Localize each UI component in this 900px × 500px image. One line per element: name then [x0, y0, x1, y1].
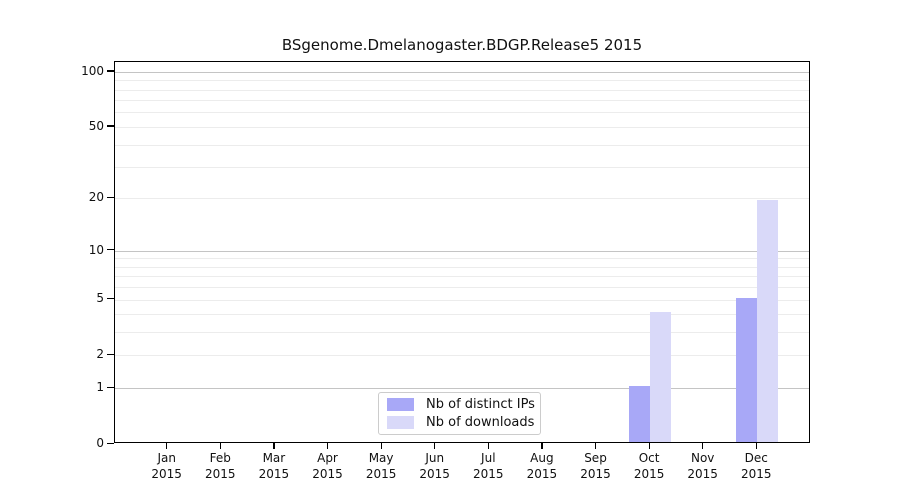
y-axis-tick — [107, 196, 114, 199]
legend-item-downloads: Nb of downloads — [387, 414, 535, 430]
chart-title: BSgenome.Dmelanogaster.BDGP.Release5 201… — [281, 36, 643, 54]
minor-gridline — [115, 332, 809, 334]
y-tick-label: 5 — [96, 291, 104, 306]
legend-item-distinct-ips: Nb of distinct IPs — [387, 397, 535, 413]
y-tick-label: 1 — [96, 380, 104, 395]
legend-swatch-downloads — [387, 415, 414, 429]
x-axis-tick — [327, 443, 329, 449]
minor-gridline — [115, 198, 809, 200]
y-axis-tick — [107, 442, 114, 444]
bar-nb-of-downloads-dec-2015 — [757, 200, 779, 442]
x-tick-label: Nov 2015 — [687, 451, 718, 481]
y-axis-tick — [107, 70, 114, 72]
x-axis-tick — [541, 443, 543, 449]
major-gridline — [115, 71, 809, 73]
x-tick-label: Jan 2015 — [151, 451, 182, 481]
minor-gridline — [115, 89, 809, 91]
x-tick-label: Oct 2015 — [633, 451, 665, 481]
x-tick-label: Aug 2015 — [526, 451, 558, 481]
minor-gridline — [115, 314, 809, 316]
legend: Nb of distinct IPs Nb of downloads — [378, 392, 541, 435]
x-tick-label: May 2015 — [365, 451, 397, 481]
minor-gridline — [115, 258, 809, 260]
minor-gridline — [115, 112, 809, 114]
y-axis-tick — [107, 353, 114, 356]
legend-swatch-distinct-ips — [387, 398, 414, 412]
x-axis-tick — [380, 443, 382, 449]
minor-gridline — [115, 100, 809, 102]
minor-gridline — [115, 167, 809, 168]
x-axis-tick — [219, 443, 222, 449]
minor-gridline — [115, 144, 809, 146]
y-axis-tick — [107, 386, 114, 388]
bar-nb-of-distinct-ips-dec-2015 — [736, 297, 758, 442]
minor-gridline — [115, 126, 809, 128]
x-tick-label: Mar 2015 — [258, 451, 290, 481]
x-axis-tick — [595, 443, 597, 449]
y-tick-label: 50 — [88, 118, 104, 133]
x-axis-tick — [434, 443, 436, 449]
bar-nb-of-distinct-ips-oct-2015 — [629, 386, 651, 442]
y-tick-label: 2 — [96, 347, 104, 362]
legend-label-downloads: Nb of downloads — [426, 414, 535, 430]
minor-gridline — [115, 276, 809, 278]
y-axis-tick — [107, 297, 114, 300]
y-tick-label: 0 — [96, 436, 104, 450]
x-axis-tick — [487, 443, 490, 449]
x-tick-label: Dec 2015 — [741, 451, 772, 481]
minor-gridline — [115, 287, 809, 289]
bar-nb-of-downloads-oct-2015 — [650, 312, 672, 442]
x-axis-tick — [166, 443, 168, 449]
minor-gridline — [115, 266, 809, 268]
major-gridline — [115, 388, 809, 390]
major-gridline — [115, 250, 809, 252]
x-axis-tick — [702, 443, 704, 449]
y-tick-label: 20 — [88, 190, 104, 205]
y-tick-label: 10 — [88, 242, 104, 257]
x-axis-tick — [273, 443, 275, 449]
x-axis-tick — [755, 443, 758, 449]
x-tick-label: Feb 2015 — [205, 451, 236, 481]
y-axis-tick — [107, 249, 114, 251]
x-axis-tick — [648, 443, 650, 449]
x-tick-label: Sep 2015 — [580, 451, 611, 481]
y-tick-label: 100 — [81, 63, 104, 78]
minor-gridline — [115, 355, 809, 357]
x-tick-label: Jul 2015 — [473, 451, 504, 481]
x-tick-label: Apr 2015 — [312, 451, 343, 481]
minor-gridline — [115, 80, 809, 82]
plot-area — [114, 61, 810, 443]
legend-label-distinct-ips: Nb of distinct IPs — [426, 397, 535, 413]
minor-gridline — [115, 299, 809, 301]
x-tick-label: Jun 2015 — [419, 451, 450, 481]
y-axis-tick — [107, 125, 114, 127]
